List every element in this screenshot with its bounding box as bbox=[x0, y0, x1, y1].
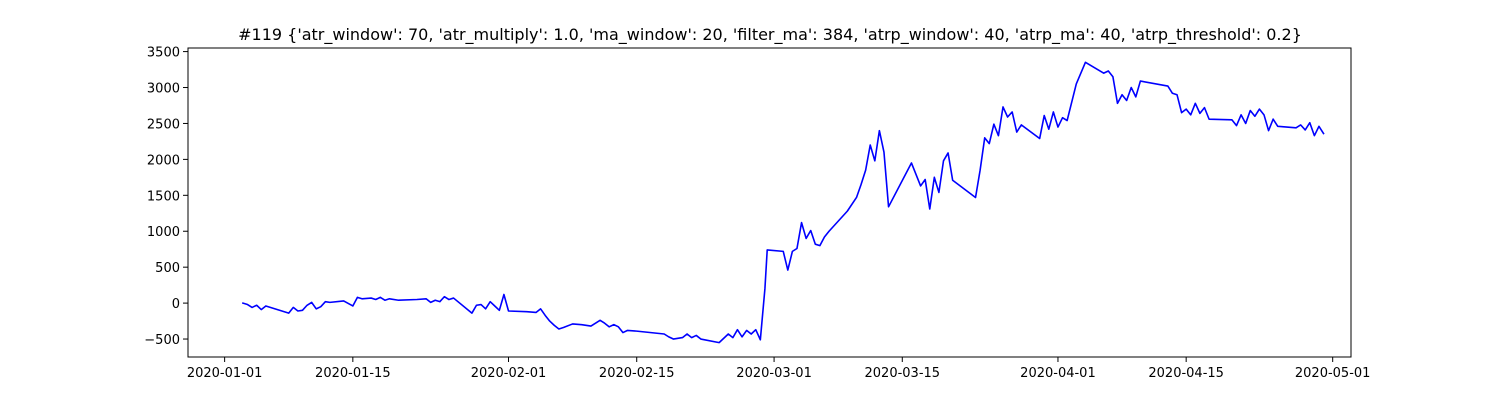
y-tick-label: 0 bbox=[172, 297, 180, 312]
y-tick-label: 500 bbox=[155, 261, 180, 276]
y-axis: −500 0 500 1000 1500 2000 2500 3000 3500 bbox=[144, 46, 188, 348]
x-tick-label: 2020-03-15 bbox=[865, 366, 941, 381]
y-tick-label: 3000 bbox=[147, 82, 180, 97]
x-tick-label: 2020-01-01 bbox=[187, 366, 263, 381]
x-tick-label: 2020-02-01 bbox=[471, 366, 547, 381]
chart-title: #119 {'atr_window': 70, 'atr_multiply': … bbox=[238, 25, 1302, 45]
x-tick-label: 2020-04-01 bbox=[1020, 366, 1096, 381]
x-axis: 2020-01-01 2020-01-15 2020-02-01 2020-02-15… bbox=[187, 357, 1371, 381]
x-tick-label: 2020-02-15 bbox=[599, 366, 675, 381]
y-tick-label: −500 bbox=[144, 333, 180, 348]
y-tick-label: 2500 bbox=[147, 117, 180, 132]
series-layer bbox=[241, 61, 1325, 344]
series-line bbox=[241, 61, 1325, 344]
x-tick-label: 2020-03-01 bbox=[736, 366, 812, 381]
plot-area bbox=[187, 47, 1352, 358]
x-tick-label: 2020-05-01 bbox=[1295, 366, 1371, 381]
x-tick-label: 2020-01-15 bbox=[315, 366, 391, 381]
y-tick-label: 2000 bbox=[147, 153, 180, 168]
y-tick-label: 3500 bbox=[147, 46, 180, 61]
y-tick-label: 1500 bbox=[147, 189, 180, 204]
x-tick-label: 2020-04-15 bbox=[1148, 366, 1224, 381]
y-tick-label: 1000 bbox=[147, 225, 180, 240]
